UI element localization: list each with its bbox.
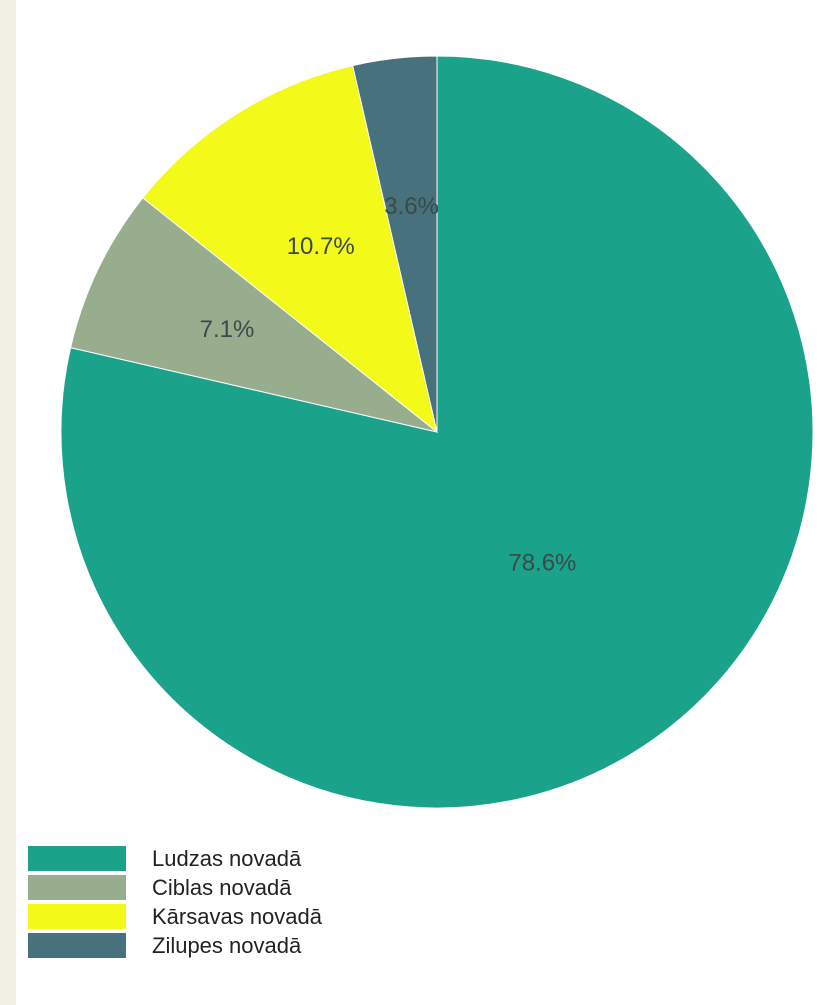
legend-label-ciblas: Ciblas novadā	[152, 874, 292, 900]
legend-swatch-karsavas	[28, 904, 126, 929]
pie-slice-3[interactable]	[352, 55, 438, 433]
legend-item-ciblas[interactable]: Ciblas novadā	[28, 873, 322, 902]
slice-label-2: 10.7%	[287, 233, 355, 260]
legend: Ludzas novadā Ciblas novadā Kārsavas nov…	[28, 844, 322, 960]
legend-swatch-zilupes	[28, 933, 126, 958]
legend-swatch-ciblas	[28, 875, 126, 900]
legend-label-karsavas: Kārsavas novadā	[152, 903, 322, 929]
pie-chart: 78.6% 7.1% 10.7% 3.6%	[60, 55, 814, 809]
pie-slice-1[interactable]	[69, 197, 438, 433]
slice-label-0: 78.6%	[508, 550, 576, 577]
slice-label-1: 7.1%	[200, 316, 255, 343]
chart-panel: 78.6% 7.1% 10.7% 3.6% Ludzas novadā Ciblas …	[16, 0, 837, 1005]
legend-label-zilupes: Zilupes novadā	[152, 932, 302, 958]
legend-item-zilupes[interactable]: Zilupes novadā	[28, 931, 322, 960]
legend-item-karsavas[interactable]: Kārsavas novadā	[28, 902, 322, 931]
pie-slice-2[interactable]	[142, 64, 438, 434]
legend-swatch-ludzas	[28, 846, 126, 871]
slice-label-3: 3.6%	[384, 193, 439, 220]
legend-label-ludzas: Ludzas novadā	[152, 845, 302, 871]
legend-item-ludzas[interactable]: Ludzas novadā	[28, 844, 322, 873]
